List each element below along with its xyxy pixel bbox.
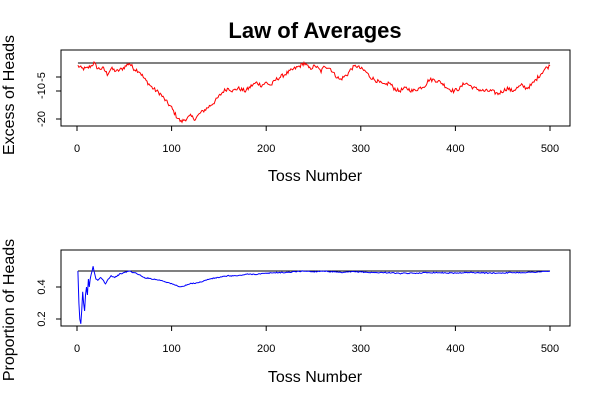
x-tick-label: 200 — [257, 143, 275, 155]
y-tick-label: 0.2 — [36, 311, 48, 326]
series-line — [77, 60, 551, 124]
y-tick-label: -20 — [36, 111, 48, 127]
series-line — [77, 266, 551, 324]
x-tick-label: 0 — [74, 343, 80, 355]
y-tick-label: -5 — [36, 72, 48, 82]
x-axis: 0 100 200 300 400 500 — [74, 126, 559, 155]
x-axis-label: Toss Number — [268, 369, 363, 386]
y-tick-label: 0.4 — [36, 279, 48, 294]
x-tick-label: 100 — [162, 143, 180, 155]
x-tick-label: 300 — [352, 143, 370, 155]
proportion-of-heads-panel: 0 100 200 300 400 500 0.2 0.4 Toss Number Prop… — [1, 239, 571, 386]
x-tick-label: 200 — [257, 343, 275, 355]
plot-frame — [60, 249, 571, 327]
x-axis-label: Toss Number — [268, 168, 363, 185]
chart-title: Law of Averages — [228, 18, 401, 43]
y-axis: -20 -10-5 — [36, 72, 61, 127]
x-tick-label: 500 — [541, 343, 559, 355]
x-axis: 0 100 200 300 400 500 — [74, 326, 559, 355]
x-tick-label: 400 — [446, 143, 464, 155]
x-tick-label: 500 — [541, 143, 559, 155]
x-tick-label: 300 — [352, 343, 370, 355]
x-tick-label: 0 — [74, 143, 80, 155]
y-axis-label: Excess of Heads — [1, 35, 18, 155]
excess-of-heads-panel: 0 100 200 300 400 500 -20 -10-5 Toss Number Ex… — [1, 35, 571, 185]
y-axis-label: Proportion of Heads — [1, 239, 18, 381]
plot-frame — [60, 49, 571, 127]
y-axis: 0.2 0.4 — [36, 279, 61, 327]
y-tick-label: -10 — [36, 83, 48, 99]
x-tick-label: 400 — [446, 343, 464, 355]
x-tick-label: 100 — [162, 343, 180, 355]
